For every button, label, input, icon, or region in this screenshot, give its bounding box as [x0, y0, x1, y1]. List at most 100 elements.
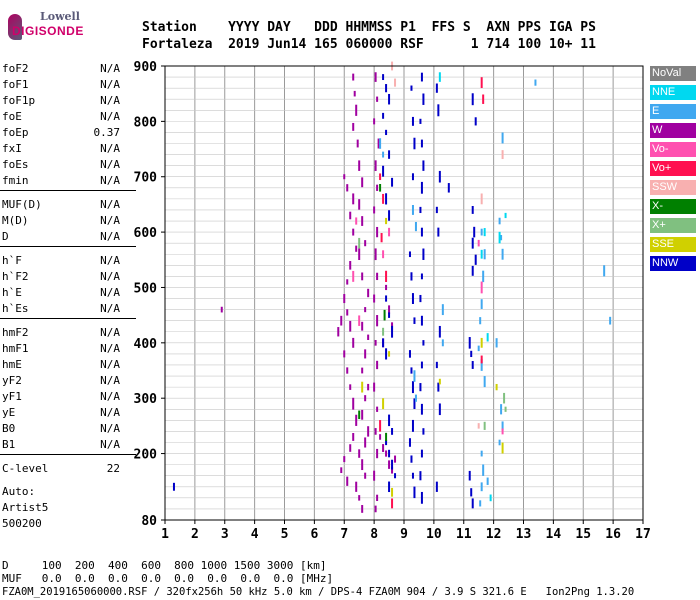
param-label-16: hmF1: [2, 342, 29, 355]
data-point: [422, 428, 425, 435]
data-point: [388, 93, 391, 105]
param-value-1: N/A: [100, 78, 120, 91]
x-tick-label: 5: [281, 527, 289, 542]
data-point: [385, 193, 388, 205]
param-value-12: N/A: [100, 270, 120, 283]
x-tick-label: 16: [605, 527, 621, 542]
data-point: [364, 437, 367, 448]
data-point: [471, 237, 474, 249]
data-point: [361, 381, 364, 393]
x-tick-label: 8: [370, 527, 378, 542]
data-point: [383, 309, 386, 321]
data-point: [374, 160, 377, 171]
param-label-12: h`F2: [2, 270, 29, 283]
data-point: [419, 118, 422, 124]
param-label-5: fxI: [2, 142, 22, 155]
x-tick-label: 6: [310, 527, 318, 542]
data-point: [367, 426, 370, 437]
data-point: [480, 281, 483, 294]
x-tick-label: 12: [486, 527, 502, 542]
data-point: [477, 345, 480, 352]
y-tick-label: 900: [134, 60, 158, 75]
param-label-20: yE: [2, 406, 16, 419]
data-point: [379, 184, 382, 192]
param-label-3: foE: [2, 110, 22, 123]
data-point: [374, 428, 377, 435]
data-point: [477, 423, 480, 429]
data-point: [394, 78, 397, 87]
data-point: [410, 367, 413, 374]
data-point: [435, 481, 438, 492]
data-point: [367, 334, 370, 340]
data-point: [480, 450, 483, 457]
data-point: [482, 94, 485, 104]
data-point: [352, 397, 355, 410]
data-point: [411, 472, 414, 479]
param-value-3: N/A: [100, 110, 120, 123]
data-point: [364, 307, 367, 313]
param-value-8: N/A: [100, 198, 120, 211]
data-point: [411, 173, 414, 181]
data-point: [355, 245, 358, 252]
data-point: [358, 248, 361, 260]
data-point: [468, 337, 471, 349]
data-point: [480, 228, 483, 236]
data-point: [355, 481, 358, 492]
data-point: [391, 177, 394, 187]
data-point: [376, 96, 379, 102]
data-point: [420, 181, 423, 194]
param-label-4: foEp: [2, 126, 29, 139]
data-point: [410, 272, 413, 281]
data-point: [447, 183, 450, 193]
param-label-10: D: [2, 230, 9, 243]
data-point: [356, 139, 359, 148]
data-point: [419, 471, 422, 481]
data-point: [501, 150, 504, 160]
data-point: [382, 338, 385, 348]
data-point: [504, 212, 507, 219]
data-point: [346, 367, 349, 374]
y-tick-label: 600: [134, 226, 158, 241]
data-point: [437, 104, 440, 117]
x-tick-label: 13: [516, 527, 532, 542]
data-point: [353, 90, 356, 97]
data-point: [471, 498, 474, 509]
data-point: [438, 325, 441, 338]
data-point: [172, 482, 175, 491]
data-point: [482, 270, 485, 283]
param-label-2: foF1p: [2, 94, 36, 107]
data-point: [382, 112, 385, 119]
x-tick-label: 10: [426, 527, 442, 542]
footer-muf-row: MUF 0.0 0.0 0.0 0.0 0.0 0.0 0.0 0.0 [MHz…: [2, 572, 334, 585]
param-value-10: N/A: [100, 230, 120, 243]
data-point: [346, 309, 349, 316]
data-point: [501, 442, 504, 454]
param-label-17: hmE: [2, 358, 22, 371]
data-point: [358, 237, 361, 249]
data-point: [358, 410, 361, 420]
data-point: [413, 137, 416, 150]
data-point: [501, 132, 504, 144]
data-point: [420, 315, 423, 326]
data-point: [376, 315, 379, 327]
data-point: [420, 361, 423, 369]
data-point: [420, 491, 423, 504]
data-point: [480, 482, 483, 492]
data-point: [343, 456, 346, 463]
y-tick-label: 300: [134, 392, 158, 407]
data-point: [373, 118, 376, 125]
param-value-7: N/A: [100, 174, 120, 187]
param-value-19: N/A: [100, 390, 120, 403]
data-point: [408, 438, 411, 447]
auto-label: Auto:: [2, 485, 36, 498]
digisonde-logo-mark: [8, 14, 22, 40]
data-point: [364, 472, 367, 479]
y-tick-label: 700: [134, 171, 158, 186]
param-value-18: N/A: [100, 374, 120, 387]
data-point: [498, 231, 501, 244]
data-point: [349, 384, 352, 390]
data-point: [379, 434, 382, 440]
data-point: [422, 160, 425, 171]
param-value-2: N/A: [100, 94, 120, 107]
data-point: [468, 470, 471, 481]
